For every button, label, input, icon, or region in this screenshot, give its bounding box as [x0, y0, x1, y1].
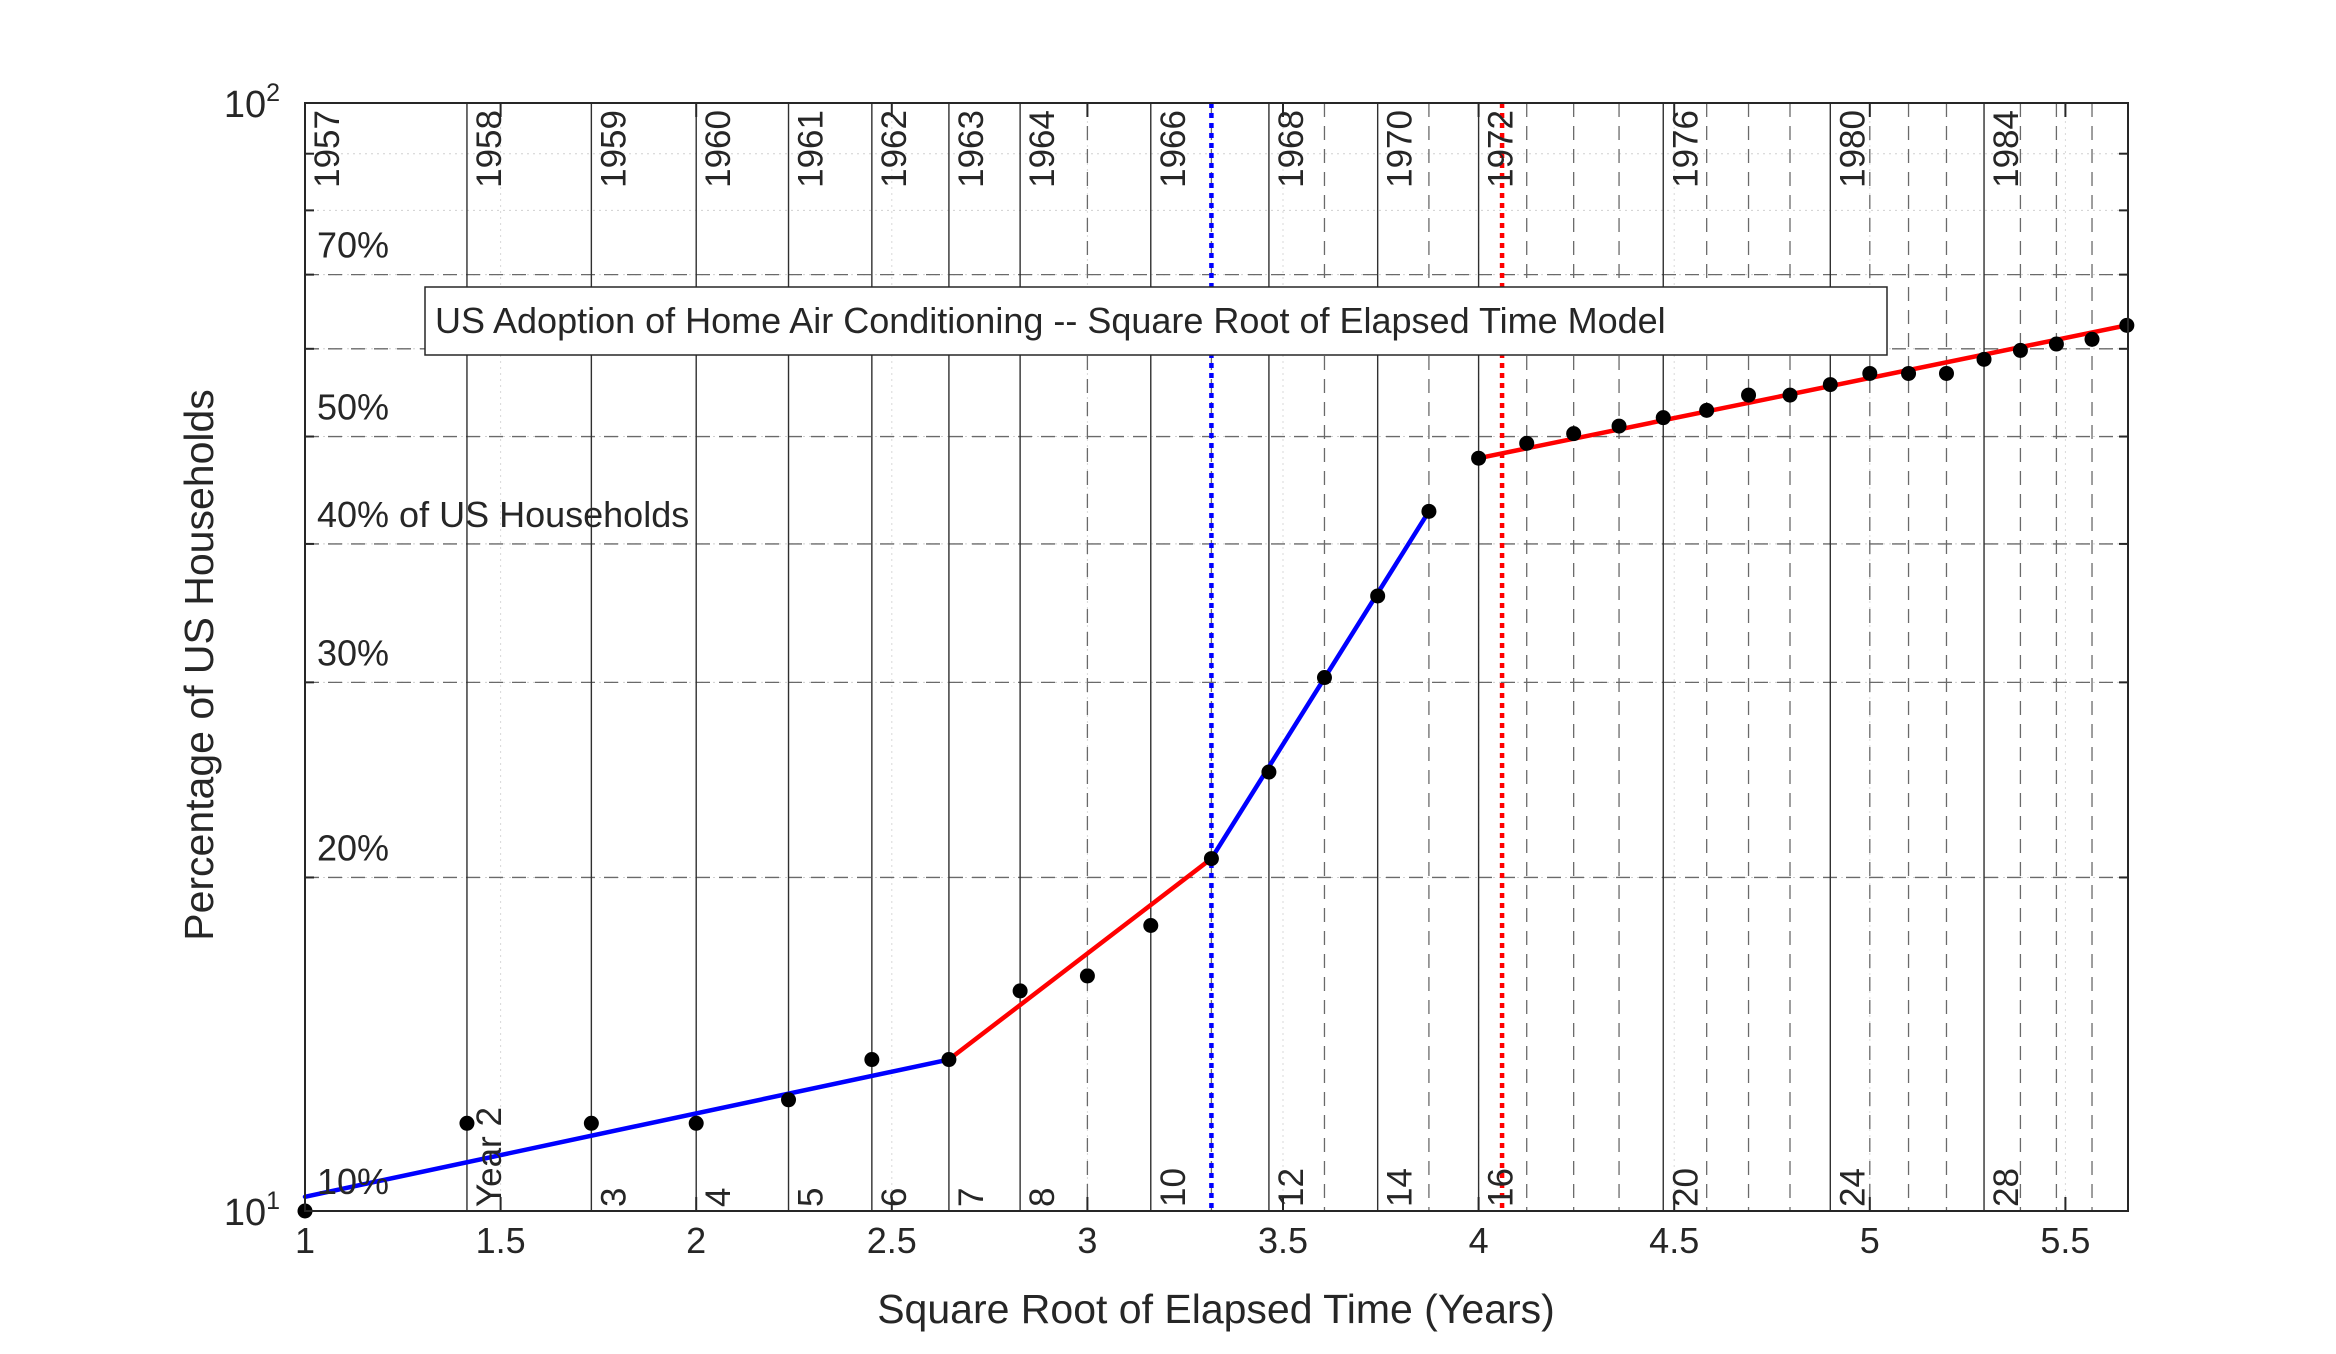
year-label: 1966: [1154, 110, 1193, 188]
plot-area: [305, 103, 2128, 1211]
x-tick-label: 2: [686, 1220, 706, 1261]
elapsed-year-label: 16: [1482, 1168, 1521, 1207]
data-point: [1471, 450, 1487, 466]
elapsed-year-label: Year 2: [470, 1107, 509, 1207]
y-axis-label: Percentage of US Households: [176, 389, 222, 941]
year-label: 1984: [1987, 110, 2026, 188]
data-point: [1143, 917, 1159, 933]
x-tick-label: 4.5: [1649, 1220, 1699, 1261]
elapsed-year-label: 4: [699, 1188, 738, 1207]
x-tick-label: 1: [295, 1220, 315, 1261]
year-label: 1960: [699, 110, 738, 188]
x-tick-label: 1.5: [476, 1220, 526, 1261]
data-point: [1741, 387, 1757, 403]
data-point: [864, 1052, 880, 1068]
data-point: [1611, 418, 1627, 434]
elapsed-year-label: 12: [1272, 1168, 1311, 1207]
elapsed-year-label: 28: [1987, 1168, 2026, 1207]
year-label: 1976: [1666, 110, 1705, 188]
data-point: [1203, 851, 1219, 867]
year-label: 1957: [308, 110, 347, 188]
year-label: 1972: [1482, 110, 1521, 188]
year-label: 1961: [792, 110, 831, 188]
year-label: 1962: [875, 110, 914, 188]
year-labels: 1957 1958 1959 1960 1961 1962 1963 1964 1966 1968…: [308, 110, 2026, 188]
fit-line: [946, 856, 1214, 1062]
data-point: [2048, 336, 2064, 352]
axes-box: [304, 102, 2129, 1212]
elapsed-year-label: 3: [594, 1188, 633, 1207]
x-tick-label: 5: [1860, 1220, 1880, 1261]
data-point: [688, 1115, 704, 1131]
y-tick-label: 101: [224, 1187, 280, 1234]
data-point: [1938, 365, 1954, 381]
data-point: [1862, 365, 1878, 381]
data-point: [781, 1092, 797, 1108]
percent-label: 20%: [317, 827, 389, 868]
elapsed-year-label: 24: [1833, 1168, 1872, 1207]
chart-title-box: US Adoption of Home Air Conditioning -- …: [424, 286, 1888, 356]
data-points: [297, 317, 2135, 1219]
fit-line: [302, 1057, 952, 1200]
x-axis-label: Square Root of Elapsed Time (Years): [877, 1286, 1555, 1332]
x-tick-label: 5.5: [2040, 1220, 2090, 1261]
chart-title: US Adoption of Home Air Conditioning -- …: [435, 300, 1666, 341]
year-label: 1964: [1023, 110, 1062, 188]
elapsed-year-label: 20: [1666, 1168, 1705, 1207]
elapsed-year-label: 6: [875, 1188, 914, 1207]
elapsed-year-label: 5: [792, 1188, 831, 1207]
data-point: [1566, 426, 1582, 442]
data-point: [1901, 365, 1917, 381]
data-point: [1370, 588, 1386, 604]
elapsed-year-label: 10: [1154, 1168, 1193, 1207]
data-point: [1316, 670, 1332, 686]
percent-label: 50%: [317, 387, 389, 428]
percent-label: 10%: [317, 1161, 389, 1202]
data-point: [1699, 402, 1715, 418]
percent-label: 40% of US Households: [317, 494, 689, 535]
x-tick-label: 4: [1469, 1220, 1489, 1261]
elapsed-year-label: 8: [1023, 1188, 1062, 1207]
data-point: [1261, 764, 1277, 780]
percent-label: 70%: [317, 225, 389, 266]
data-point: [1079, 968, 1095, 984]
data-point: [1976, 351, 1992, 367]
fit-line: [1209, 509, 1432, 861]
data-point: [1519, 435, 1535, 451]
data-point: [2084, 331, 2100, 347]
x-tick-label: 3.5: [1258, 1220, 1308, 1261]
year-label: 1958: [470, 110, 509, 188]
year-label: 1959: [594, 110, 633, 188]
elapsed-year-label: 14: [1381, 1168, 1420, 1207]
x-tick-label: 2.5: [867, 1220, 917, 1261]
percent-labels: 10% 20% 30% 40% of US Households 50% 70%: [317, 225, 689, 1202]
year-label: 1963: [952, 110, 991, 188]
x-tick-label: 3: [1077, 1220, 1097, 1261]
data-point: [583, 1115, 599, 1131]
data-point: [1655, 410, 1671, 426]
elapsed-year-label: 7: [952, 1188, 991, 1207]
year-label: 1970: [1381, 110, 1420, 188]
data-point: [459, 1115, 475, 1131]
data-point: [2012, 342, 2028, 358]
x-axis-ticks: 1 1.5 2 2.5 3 3.5 4 4.5 5 5.5: [295, 103, 2090, 1261]
y-axis-ticks: 101 102: [224, 79, 2128, 1234]
data-point: [941, 1052, 957, 1068]
data-point: [1782, 387, 1798, 403]
y-tick-label: 102: [224, 79, 280, 126]
year-label: 1980: [1833, 110, 1872, 188]
data-point: [1421, 503, 1437, 519]
percent-label: 30%: [317, 632, 389, 673]
year-label: 1968: [1272, 110, 1311, 188]
data-point: [1012, 983, 1028, 999]
elapsed-year-labels: Year 2 3 4 5 6 7 8 10 12 14 16 20 24 28: [470, 1107, 2026, 1207]
data-point: [2119, 317, 2135, 333]
data-point: [1822, 377, 1838, 393]
